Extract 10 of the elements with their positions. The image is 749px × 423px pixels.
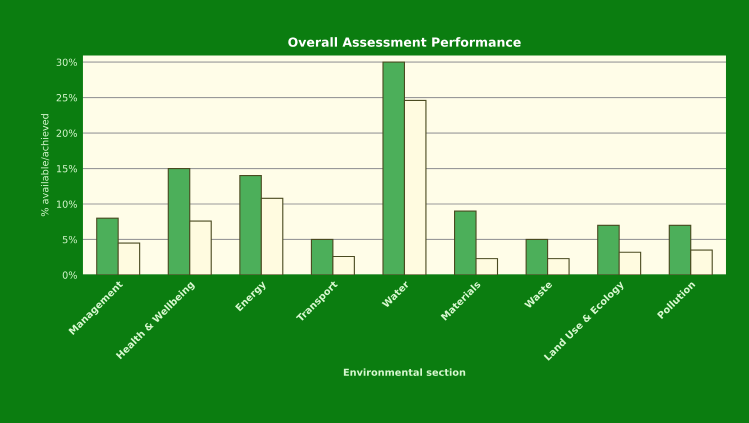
y-tick-label: 20% [56, 130, 77, 137]
y-tick-label: 5% [62, 236, 77, 244]
y-tick-label: 30% [56, 58, 77, 66]
y-tick-label: 10% [56, 200, 77, 208]
x-axis-title: Environmental section [344, 368, 466, 376]
y-tick-label: 0% [62, 271, 77, 279]
y-tick-label: 25% [56, 94, 77, 102]
y-axis-title: % available/achieved [40, 114, 50, 216]
chart-title: Overall Assessment Performance [288, 37, 521, 47]
y-tick-label: 15% [56, 164, 77, 172]
